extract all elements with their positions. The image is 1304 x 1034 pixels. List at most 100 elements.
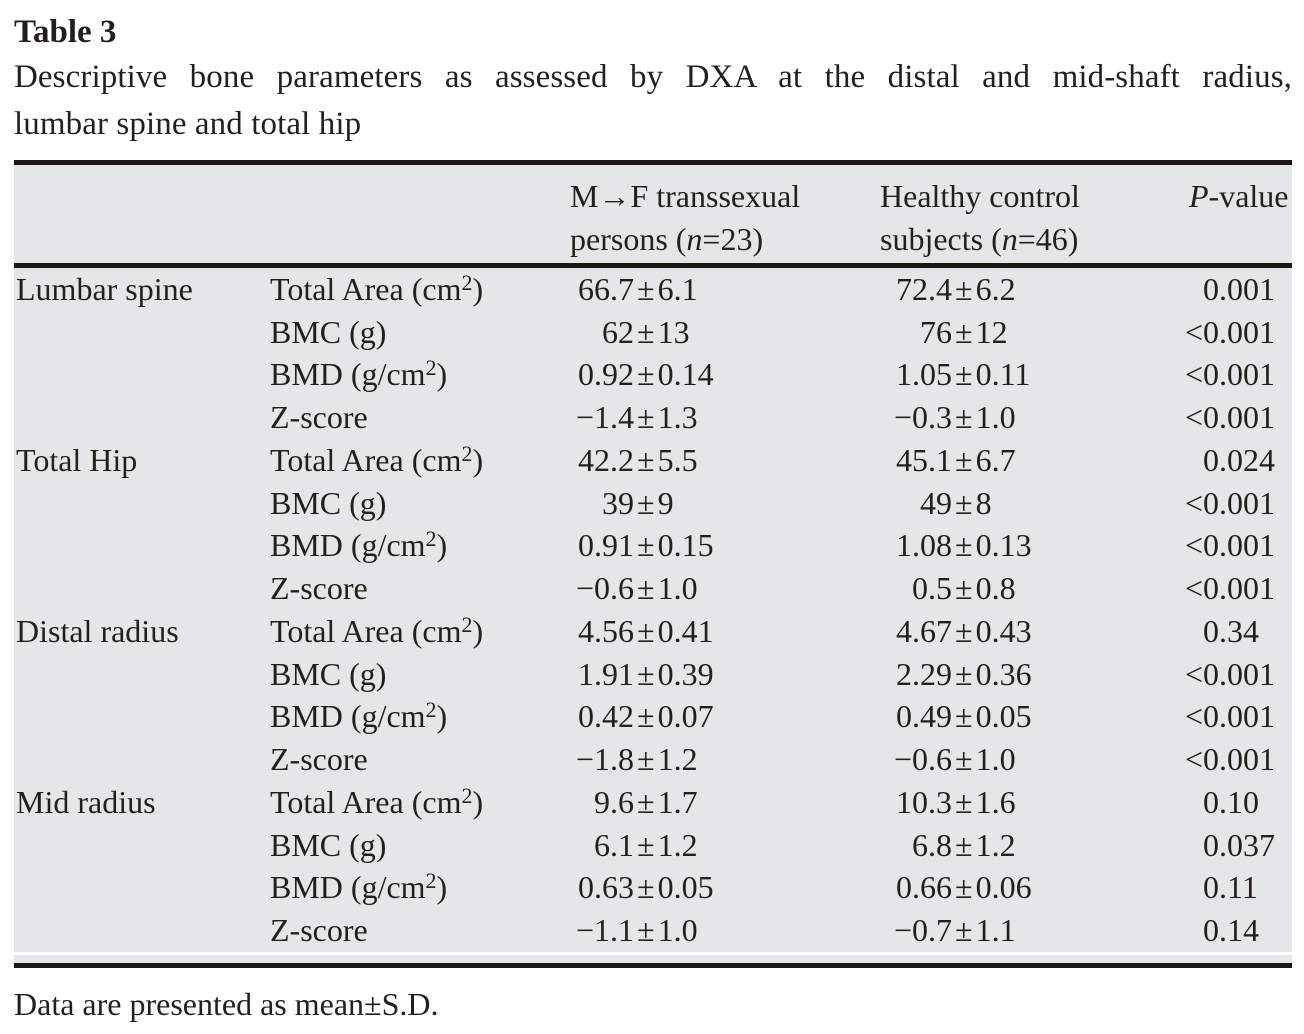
p-value-cell: 0.11 [1203,869,1258,906]
p-value-cell: <0.001 [1184,399,1275,436]
table-row: BMD (g/cm2) 0.63 ±0.05 0.66 ±0.06 0.11 [14,867,1292,910]
parameter-cell: BMC (g) [270,313,387,350]
table-row: BMD (g/cm2) 0.92 ±0.14 1.05 ±0.11 <0.001 [14,354,1292,397]
parameter-cell: Z-score [270,399,368,436]
value-cell-group1: −1.1 ±1.0 [575,912,698,949]
value-cell-group1: −1.4 ±1.3 [575,399,698,436]
p-value-cell: <0.001 [1184,698,1275,735]
value-cell-group1: 0.92 ±0.14 [578,356,714,393]
table-row: BMC (g) 1.91 ±0.39 2.29 ±0.36 <0.001 [14,653,1292,696]
p-value-cell: 0.001 [1203,270,1275,307]
value-cell-group2: 45.1 ±6.7 [896,441,1016,478]
header-group1-cell: M→F transsexual persons (n=23) [570,178,801,257]
parameter-cell: BMD (g/cm2) [270,697,448,735]
parameter-cell: BMD (g/cm2) [270,526,448,564]
site-cell: Total Hip [16,441,138,478]
value-cell-group1: 62 ±13 [602,313,690,350]
value-cell-group2: 0.66 ±0.06 [896,869,1032,906]
parameter-cell: Z-score [270,570,368,607]
parameter-cell: BMD (g/cm2) [270,868,448,906]
value-cell-group2: 72.4 ±6.2 [896,270,1016,307]
parameter-cell: BMC (g) [270,655,387,692]
parameter-cell: Total Area (cm2) [270,440,484,478]
table-number-label: Table 3 [14,14,117,50]
value-cell-group1: −1.8 ±1.2 [575,741,698,778]
parameter-cell: Z-score [270,741,368,778]
value-cell-group2: 49 ±8 [920,484,992,521]
p-value-cell: 0.024 [1203,441,1275,478]
table-row: Z-score −1.1 ±1.0 −0.7 ±1.1 0.14 [14,909,1292,952]
table-row: Z-score −1.4 ±1.3 −0.3 ±1.0 <0.001 [14,396,1292,439]
p-value-cell: 0.037 [1203,826,1275,863]
p-value-cell: 0.10 [1203,783,1259,820]
p-value-cell: <0.001 [1184,527,1275,564]
table-row: BMC (g) 6.1 ±1.2 6.8 ±1.2 0.037 [14,824,1292,867]
table-header-row: M→F transsexual persons (n=23) Healthy c… [14,165,1292,263]
value-cell-group2: −0.6 ±1.0 [893,741,1016,778]
site-cell: Lumbar spine [16,270,193,307]
table-footnote: Data are presented as mean±S.D. [14,986,439,1022]
value-cell-group2: 0.49 ±0.05 [896,698,1032,735]
value-cell-group2: 1.05 ±0.11 [896,356,1031,393]
value-cell-group2: −0.7 ±1.1 [893,912,1016,949]
p-value-cell: <0.001 [1184,741,1275,778]
value-cell-group2: 1.08 ±0.13 [896,527,1032,564]
value-cell-group1: 42.2 ±5.5 [578,441,698,478]
table-caption: Table 3 Descriptive bone parameters as a… [14,10,1292,148]
table-body: Lumbar spine Total Area (cm2) 66.7 ±6.1 7… [14,268,1292,952]
parameter-cell: Total Area (cm2) [270,782,484,820]
value-cell-group1: 9.6 ±1.7 [594,783,698,820]
value-cell-group1: 1.91 ±0.39 [578,655,714,692]
p-value-cell: <0.001 [1184,356,1275,393]
table-row: Distal radius Total Area (cm2) 4.56 ±0.41… [14,610,1292,653]
table-row: Total Hip Total Area (cm2) 42.2 ±5.5 45.1… [14,439,1292,482]
p-value-cell: <0.001 [1184,313,1275,350]
data-table: M→F transsexual persons (n=23) Healthy c… [14,160,1292,968]
table-row: BMC (g) 62 ±13 76 ±12 <0.001 [14,311,1292,354]
table-row: Z-score −0.6 ±1.0 0.5 ±0.8 <0.001 [14,567,1292,610]
parameter-cell: Z-score [270,912,368,949]
value-cell-group1: 4.56 ±0.41 [578,612,714,649]
value-cell-group1: −0.6 ±1.0 [575,570,698,607]
site-cell: Distal radius [16,612,179,649]
value-cell-group1: 66.7 ±6.1 [578,270,698,307]
value-cell-group2: 2.29 ±0.36 [896,655,1032,692]
table-header-rule [14,263,1292,268]
value-cell-group2: 6.8 ±1.2 [912,826,1016,863]
value-cell-group1: 0.91 ±0.15 [578,527,714,564]
table-top-rule [14,160,1292,165]
parameter-cell: BMD (g/cm2) [270,355,448,393]
p-value-cell: <0.001 [1184,655,1275,692]
parameter-cell: BMC (g) [270,484,387,521]
table-row: Z-score −1.8 ±1.2 −0.6 ±1.0 <0.001 [14,738,1292,781]
header-p-value-cell: P-value [1189,178,1289,214]
p-value-cell: <0.001 [1184,570,1275,607]
table-row: Lumbar spine Total Area (cm2) 66.7 ±6.1 7… [14,268,1292,311]
parameter-cell: Total Area (cm2) [270,269,484,307]
site-cell: Mid radius [16,783,156,820]
value-cell-group2: 10.3 ±1.6 [896,783,1016,820]
table-bottom-rule [14,963,1292,968]
table-row: BMD (g/cm2) 0.91 ±0.15 1.08 ±0.13 <0.001 [14,525,1292,568]
p-value-cell: 0.14 [1203,912,1259,949]
value-cell-group1: 39 ±9 [602,484,674,521]
table-row: BMC (g) 39 ±9 49 ±8 <0.001 [14,482,1292,525]
scan-seam [14,952,1292,955]
p-value-cell: <0.001 [1184,484,1275,521]
p-value-cell: 0.34 [1203,612,1259,649]
parameter-cell: Total Area (cm2) [270,611,484,649]
parameter-cell: BMC (g) [270,826,387,863]
value-cell-group2: 0.5 ±0.8 [912,570,1016,607]
table-row: Mid radius Total Area (cm2) 9.6 ±1.7 10.3… [14,781,1292,824]
header-group2-cell: Healthy control subjects (n=46) [880,178,1080,257]
table-description: Descriptive bone parameters as assessed … [14,59,1292,142]
value-cell-group2: −0.3 ±1.0 [893,399,1016,436]
value-cell-group2: 76 ±12 [920,313,1008,350]
value-cell-group1: 0.63 ±0.05 [578,869,714,906]
value-cell-group2: 4.67 ±0.43 [896,612,1032,649]
value-cell-group1: 6.1 ±1.2 [594,826,698,863]
table-body-tail [14,955,1292,963]
value-cell-group1: 0.42 ±0.07 [578,698,714,735]
table-row: BMD (g/cm2) 0.42 ±0.07 0.49 ±0.05 <0.001 [14,696,1292,739]
